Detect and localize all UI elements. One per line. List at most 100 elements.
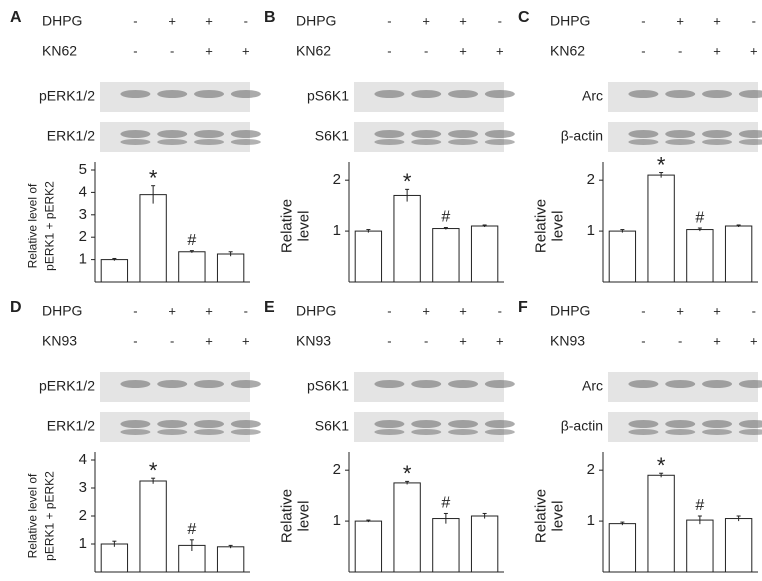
- blot-band: [702, 90, 733, 98]
- treatment-sign: +: [422, 303, 430, 318]
- blot-band: [411, 380, 442, 388]
- blot-band: [230, 130, 261, 138]
- blot-band: [738, 90, 762, 98]
- treatment-sign: +: [750, 43, 758, 58]
- treatment-sign: +: [242, 333, 250, 348]
- panel-letter: D: [10, 299, 22, 316]
- blot-band: [628, 139, 659, 145]
- treatment-sign: -: [244, 303, 248, 318]
- treatment-name: DHPG: [42, 13, 82, 29]
- blot-band: [484, 139, 515, 145]
- treatment-sign: +: [242, 43, 250, 58]
- panel: E DHPG - + + - KN93 - - + + pS6K1 S6K1 1 2 Relative leve…: [264, 299, 515, 573]
- y-tick-label: 1: [587, 512, 595, 529]
- blot-band: [738, 420, 762, 428]
- bar: [724, 225, 753, 283]
- panel: B DHPG - + + - KN62 - - + + pS6K1 S6K1 1 2 Relative leve…: [264, 9, 515, 283]
- bar: [432, 228, 460, 283]
- treatment-sign: -: [498, 13, 502, 28]
- bar: [608, 230, 637, 283]
- blot-band: [665, 380, 696, 388]
- y-tick-label: 1: [333, 512, 341, 529]
- treatment-sign: +: [750, 333, 758, 348]
- y-tick-label: 1: [587, 222, 595, 239]
- treatment-sign: +: [459, 333, 467, 348]
- treatment-sign: -: [387, 43, 391, 58]
- treatment-name: KN62: [296, 43, 331, 59]
- y-tick-label: 2: [79, 507, 87, 524]
- treatment-sign: -: [387, 333, 391, 348]
- blot-band: [484, 420, 515, 428]
- blot-band: [230, 380, 261, 388]
- y-tick-label: 2: [587, 171, 595, 188]
- treatment-sign: -: [133, 333, 137, 348]
- blot-label: S6K1: [315, 128, 349, 144]
- treatment-sign: +: [459, 13, 467, 28]
- y-axis-label: level: [295, 501, 312, 532]
- y-tick-label: 2: [79, 228, 87, 245]
- panel-letter: F: [518, 299, 528, 316]
- y-axis-label: pERK1 + pERK2: [43, 471, 57, 561]
- bar: [100, 259, 129, 283]
- blot-band: [120, 420, 151, 428]
- y-tick-label: 2: [333, 171, 341, 188]
- blot-band: [120, 90, 151, 98]
- blot-band: [374, 139, 405, 145]
- blot-band: [411, 139, 442, 145]
- blot-band: [448, 130, 479, 138]
- y-tick-label: 3: [79, 479, 87, 496]
- blot-band: [157, 429, 188, 435]
- blot-band: [157, 139, 188, 145]
- treatment-sign: -: [752, 303, 756, 318]
- blot-label: Arc: [582, 378, 603, 394]
- blot-band: [702, 130, 733, 138]
- y-axis-label: pERK1 + pERK2: [43, 181, 57, 271]
- treatment-sign: -: [170, 333, 174, 348]
- significance-marker: *: [403, 461, 412, 486]
- y-tick-label: 1: [79, 251, 87, 268]
- y-tick-label: 1: [333, 222, 341, 239]
- treatment-sign: -: [752, 13, 756, 28]
- bar: [724, 518, 753, 573]
- blot-band: [448, 139, 479, 145]
- bar: [393, 194, 421, 283]
- treatment-sign: -: [641, 333, 645, 348]
- treatment-sign: +: [205, 333, 213, 348]
- treatment-sign: -: [641, 43, 645, 58]
- blot-band: [665, 139, 696, 145]
- blot-band: [374, 130, 405, 138]
- significance-marker: #: [187, 521, 196, 538]
- blot-band: [628, 380, 659, 388]
- blot-band: [628, 130, 659, 138]
- y-tick-label: 2: [333, 461, 341, 478]
- treatment-sign: +: [713, 303, 721, 318]
- treatment-name: KN62: [42, 43, 77, 59]
- y-axis-label: Relative: [532, 199, 549, 253]
- treatment-name: DHPG: [550, 303, 590, 319]
- bar: [139, 480, 167, 573]
- blot-label: pS6K1: [307, 88, 349, 104]
- blot-band: [628, 429, 659, 435]
- blot-band: [484, 90, 515, 98]
- panel: A DHPG - + + - KN62 - - + + pERK1/2 ERK1/2 1 2 3 4 5 Relat…: [10, 9, 261, 283]
- significance-marker: *: [149, 458, 158, 483]
- y-axis-label: Relative level of: [26, 183, 40, 268]
- blot-band: [157, 380, 188, 388]
- blot-band: [628, 420, 659, 428]
- blot-band: [411, 90, 442, 98]
- blot-band: [702, 429, 733, 435]
- blot-band: [665, 90, 696, 98]
- treatment-sign: -: [424, 43, 428, 58]
- blot-band: [484, 130, 515, 138]
- bar: [686, 519, 714, 573]
- panel-letter: E: [264, 299, 275, 316]
- treatment-sign: +: [713, 43, 721, 58]
- treatment-sign: +: [676, 303, 684, 318]
- bar: [470, 225, 499, 283]
- bar: [216, 546, 245, 573]
- treatment-name: DHPG: [42, 303, 82, 319]
- treatment-sign: -: [387, 13, 391, 28]
- treatment-sign: -: [244, 13, 248, 28]
- bar: [354, 520, 383, 573]
